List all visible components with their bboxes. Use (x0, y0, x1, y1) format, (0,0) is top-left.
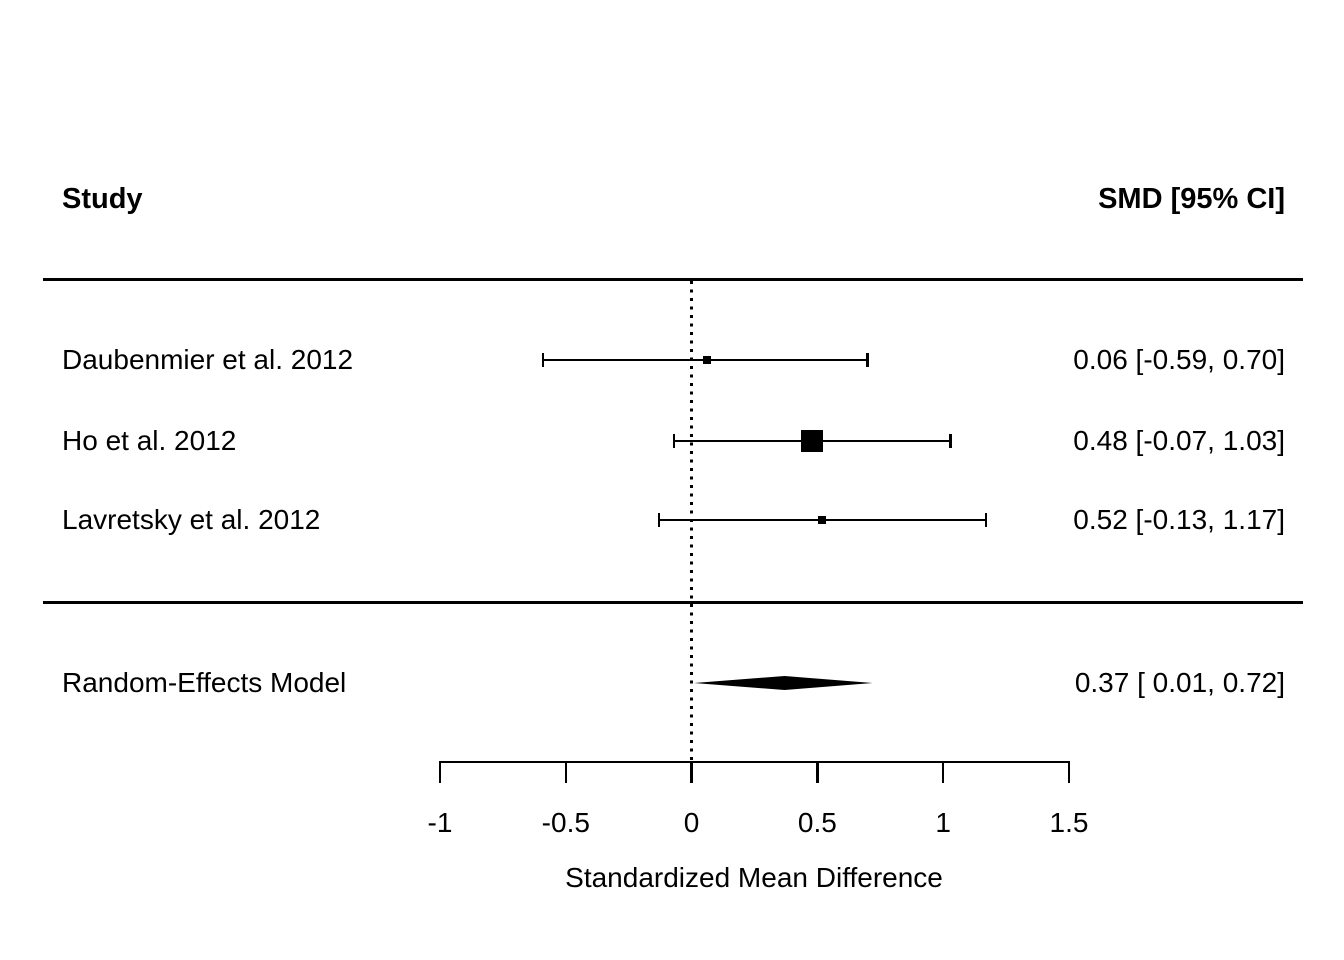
point-estimate-square (702, 356, 711, 364)
x-axis-tick (816, 762, 819, 783)
study-label: Lavretsky et al. 2012 (62, 504, 321, 535)
study-estimate-annotation: 0.52 [-0.13, 1.17] (1073, 504, 1285, 535)
x-axis-tick-label: 0.5 (797, 807, 837, 838)
zero-reference-dotted-line (690, 281, 693, 762)
ci-lower-cap (657, 513, 661, 527)
summary-label: Random-Effects Model (62, 667, 347, 698)
ci-upper-cap (866, 353, 869, 367)
summary-estimate-annotation: 0.37 [ 0.01, 0.72] (1074, 667, 1285, 698)
x-axis-tick (690, 762, 693, 783)
point-estimate-square (801, 430, 824, 452)
column-header-study: Study (62, 183, 143, 215)
x-axis-line (438, 760, 1071, 764)
study-estimate-annotation: 0.48 [-0.07, 1.03] (1073, 425, 1285, 456)
x-axis-title: Standardized Mean Difference (565, 862, 943, 893)
ci-upper-cap (949, 434, 952, 448)
x-axis-tick-label: 1.5 (1049, 807, 1089, 838)
summary-diamond (694, 676, 873, 690)
ci-upper-cap (984, 513, 988, 527)
x-axis-tick (564, 762, 568, 783)
x-axis-tick-label: 0 (683, 807, 700, 838)
x-axis-tick (438, 762, 442, 783)
ci-lower-cap (672, 434, 676, 448)
separator-line-top (43, 278, 1303, 281)
x-axis-tick-label: 1 (935, 807, 951, 838)
ci-lower-cap (541, 353, 545, 367)
x-axis-tick (941, 762, 945, 783)
column-header-smd-ci: SMD [95% CI] (1098, 183, 1285, 215)
point-estimate-square (818, 516, 827, 524)
study-label: Ho et al. 2012 (62, 425, 237, 456)
x-axis-tick (1067, 762, 1071, 783)
separator-line-middle (43, 601, 1303, 604)
x-axis-tick-label: -1 (427, 807, 453, 838)
x-axis-tick-label: -0.5 (541, 807, 590, 838)
study-estimate-annotation: 0.06 [-0.59, 0.70] (1073, 344, 1285, 375)
study-label: Daubenmier et al. 2012 (62, 344, 354, 375)
